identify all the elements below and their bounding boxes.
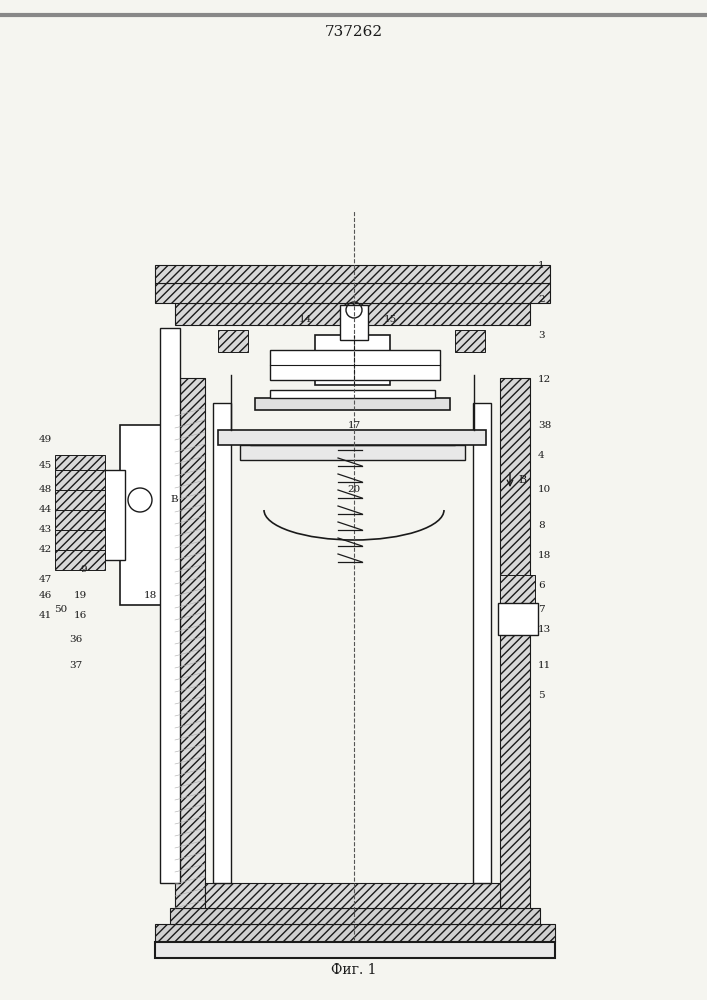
Text: 41: 41 — [39, 610, 52, 619]
Bar — [240, 445, 465, 460]
Text: 18: 18 — [144, 590, 157, 599]
Bar — [55, 470, 105, 490]
Bar — [155, 924, 555, 942]
Text: 47: 47 — [39, 576, 52, 584]
Bar — [155, 265, 550, 283]
Text: 737262: 737262 — [325, 25, 383, 39]
Text: 38: 38 — [538, 420, 551, 430]
Text: 50: 50 — [54, 605, 67, 614]
Text: 46: 46 — [39, 590, 52, 599]
Text: 4: 4 — [538, 450, 544, 460]
Text: 1: 1 — [538, 260, 544, 269]
Bar — [120, 425, 175, 605]
Text: 43: 43 — [39, 526, 52, 534]
Bar — [100, 470, 125, 560]
Bar — [218, 330, 248, 352]
Text: 44: 44 — [39, 506, 52, 514]
Text: 49: 49 — [39, 436, 52, 444]
Bar — [315, 335, 390, 385]
Text: 17: 17 — [347, 420, 361, 430]
Text: 48: 48 — [39, 486, 52, 494]
Bar — [175, 303, 530, 325]
Text: Фиг. 1: Фиг. 1 — [332, 963, 377, 977]
Bar — [55, 530, 105, 550]
Text: 42: 42 — [39, 546, 52, 554]
Text: 8: 8 — [538, 520, 544, 530]
Bar — [55, 550, 105, 570]
Bar — [205, 883, 500, 908]
Bar — [175, 378, 205, 908]
Text: 12: 12 — [538, 375, 551, 384]
Text: 37: 37 — [69, 660, 82, 670]
Text: 15: 15 — [383, 316, 397, 324]
Bar — [170, 908, 540, 924]
Text: 10: 10 — [538, 486, 551, 494]
Bar — [500, 575, 535, 605]
Bar — [55, 490, 105, 510]
Text: 6: 6 — [538, 580, 544, 589]
Text: 11: 11 — [538, 660, 551, 670]
Text: 9: 9 — [81, 566, 87, 574]
Bar — [498, 603, 538, 635]
Text: 19: 19 — [74, 590, 87, 599]
Bar — [270, 350, 440, 380]
Text: 7: 7 — [538, 605, 544, 614]
Bar — [155, 942, 555, 958]
Bar — [500, 378, 530, 908]
Bar — [250, 433, 455, 445]
Text: 16: 16 — [74, 610, 87, 619]
Text: 18: 18 — [538, 550, 551, 560]
Bar — [55, 455, 105, 470]
Bar — [155, 283, 550, 303]
Text: 20: 20 — [347, 486, 361, 494]
Bar — [55, 510, 105, 530]
Bar — [455, 330, 485, 352]
Text: 2: 2 — [538, 296, 544, 304]
Text: 14: 14 — [298, 316, 312, 324]
Text: B: B — [170, 495, 178, 504]
Text: 5: 5 — [538, 690, 544, 700]
Bar — [340, 305, 368, 340]
Text: B: B — [518, 475, 526, 485]
Text: 13: 13 — [538, 626, 551, 635]
Bar — [270, 390, 435, 398]
Bar — [160, 328, 180, 883]
Bar — [218, 430, 486, 445]
Text: 45: 45 — [39, 460, 52, 470]
Bar — [473, 403, 491, 883]
Text: 36: 36 — [69, 636, 82, 645]
Bar — [213, 403, 231, 883]
Text: 3: 3 — [538, 330, 544, 340]
Bar — [255, 398, 450, 410]
